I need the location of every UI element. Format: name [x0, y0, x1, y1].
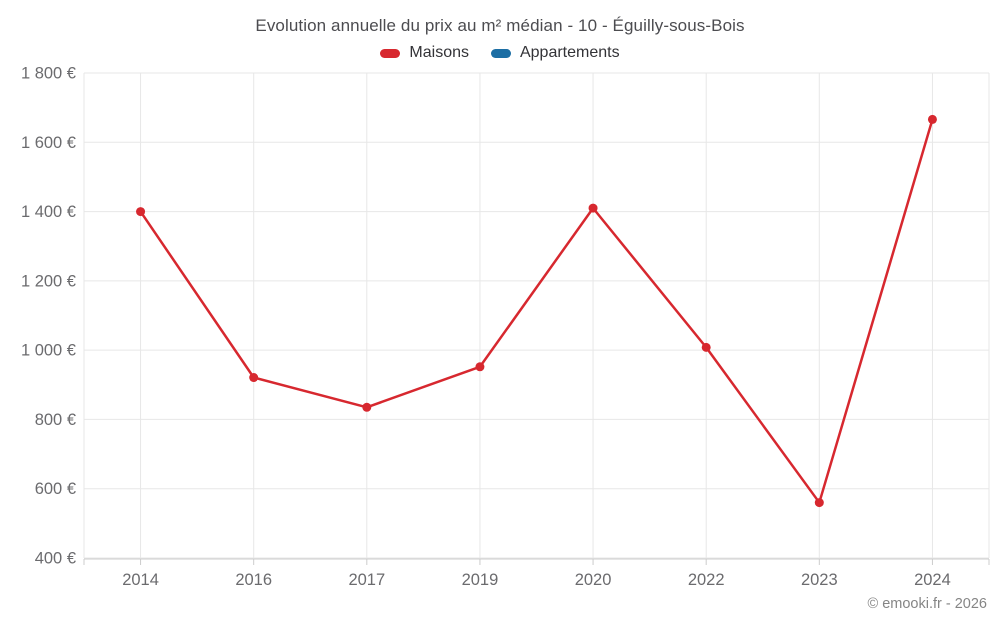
- chart-title: Evolution annuelle du prix au m² médian …: [255, 16, 745, 35]
- data-point-maisons-2017[interactable]: [362, 402, 372, 412]
- data-point-maisons-2019[interactable]: [475, 362, 485, 372]
- data-point-maisons-2016[interactable]: [249, 373, 259, 383]
- y-axis-tick-label: 1 400 €: [21, 203, 76, 221]
- x-axis-tick-label: 2016: [235, 571, 272, 589]
- legend-item-maisons[interactable]: Maisons: [380, 44, 469, 62]
- y-axis-tick-label: 600 €: [35, 480, 76, 498]
- maisons-series-swatch-icon: [380, 48, 401, 58]
- credits-link[interactable]: © emooki.fr - 2026: [867, 596, 987, 612]
- data-point-maisons-2022[interactable]: [701, 342, 711, 352]
- data-point-maisons-2023[interactable]: [814, 498, 824, 508]
- maisons-line-series: [139, 118, 934, 504]
- y-axis-tick-label: 1 000 €: [21, 342, 76, 360]
- x-axis-tick-label: 2014: [122, 571, 159, 589]
- legend-label-appartements: Appartements: [519, 44, 620, 61]
- y-axis-tick-label: 800 €: [35, 411, 76, 429]
- x-axis-tick-label: 2024: [914, 571, 951, 589]
- x-axis-tick-label: 2017: [348, 571, 385, 589]
- x-axis-tick-label: 2022: [688, 571, 725, 589]
- data-point-maisons-2024[interactable]: [927, 114, 937, 124]
- y-axis-tick-label: 1 600 €: [21, 134, 76, 152]
- data-point-maisons-2014[interactable]: [136, 207, 146, 217]
- y-axis-tick-label: 1 200 €: [21, 272, 76, 290]
- legend: Maisons Appartements: [0, 44, 1000, 62]
- x-axis-tick-label: 2023: [801, 571, 838, 589]
- x-axis-tick-label: 2020: [575, 571, 612, 589]
- legend-item-appartements[interactable]: Appartements: [490, 44, 620, 62]
- appartements-series-swatch-icon: [490, 48, 511, 58]
- y-axis-tick-label: 400 €: [35, 550, 76, 568]
- data-point-maisons-2020[interactable]: [588, 203, 598, 213]
- y-axis-tick-label: 1 800 €: [21, 65, 76, 83]
- legend-label-maisons: Maisons: [409, 44, 469, 61]
- x-axis-tick-label: 2019: [462, 571, 499, 589]
